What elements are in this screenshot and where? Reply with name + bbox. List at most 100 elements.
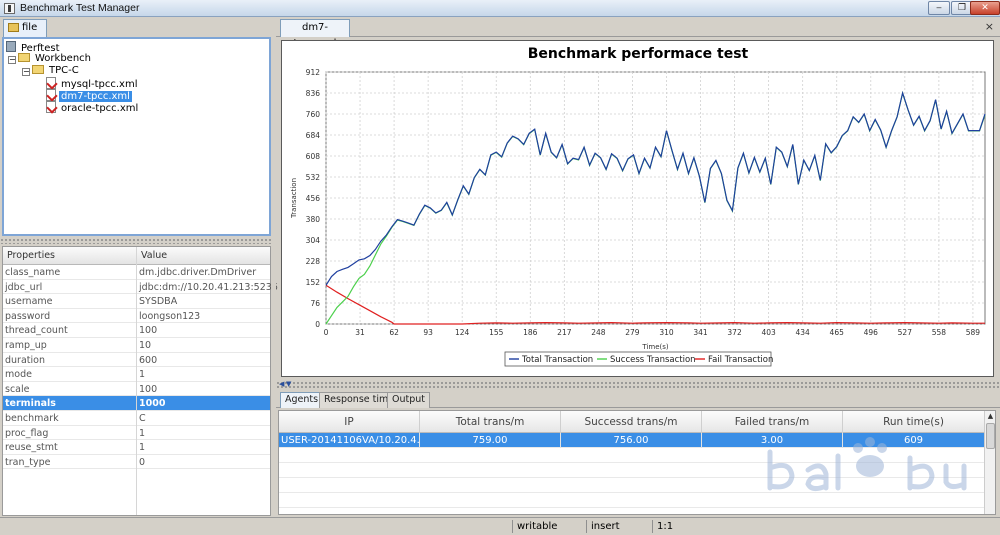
folder-icon (8, 23, 19, 32)
property-value: 100 (139, 325, 158, 337)
cell-runtime: 609 (843, 433, 985, 448)
empty-row (279, 448, 985, 463)
property-key: jdbc_url (5, 281, 43, 293)
x-tick-label: 310 (659, 328, 674, 337)
properties-col-header[interactable]: Properties (7, 250, 56, 261)
collapse-toggle-icon[interactable]: − (22, 67, 30, 76)
property-key: username (5, 296, 53, 308)
legend-box (504, 351, 772, 367)
property-value: 0 (139, 456, 146, 468)
property-value: 1 (139, 427, 146, 439)
col-runtime[interactable]: Run time(s) (843, 411, 985, 433)
col-failed[interactable]: Failed trans/m (702, 411, 843, 433)
property-value: jdbc:dm://10.20.41.213:5236 (139, 281, 278, 293)
folder-icon (18, 53, 30, 62)
property-value: 100 (139, 383, 158, 395)
x-tick-label: 403 (761, 328, 776, 337)
x-tick-label: 465 (830, 328, 845, 337)
vertical-splitter[interactable] (272, 17, 276, 517)
y-tick-label: 912 (306, 68, 321, 77)
y-tick-label: 608 (306, 152, 321, 161)
property-value: dm.jdbc.driver.DmDriver (139, 267, 257, 278)
x-tick-label: 558 (932, 328, 947, 337)
tree-file-dm7[interactable]: dm7-tpcc.xml (46, 89, 132, 102)
value-col-header[interactable]: Value (141, 250, 168, 261)
x-tick-label: 31 (355, 328, 365, 337)
tree-node-tpcc[interactable]: TPC-C (32, 65, 81, 77)
x-tick-label: 372 (727, 328, 742, 337)
collapse-left-icon[interactable]: ◀ (279, 380, 285, 388)
y-tick-label: 836 (306, 89, 321, 98)
x-axis-label: Time(s) (641, 343, 669, 351)
cell-ip: USER-20141106VA/10.20.4... (281, 433, 420, 448)
minimize-button[interactable]: ‒ (928, 1, 950, 15)
property-key: password (5, 310, 51, 322)
collapse-down-icon[interactable]: ▼ (286, 380, 292, 388)
x-tick-label: 341 (693, 328, 708, 337)
property-key: thread_count (5, 325, 68, 337)
tree-file-oracle[interactable]: oracle-tpcc.xml (46, 101, 140, 114)
tree-file-label: dm7-tpcc.xml (59, 91, 132, 102)
legend-entry: Fail Transaction (708, 355, 773, 365)
close-window-button[interactable]: ✕ (970, 1, 1000, 15)
property-value: 1 (139, 442, 146, 454)
tab-agents[interactable]: Agents (280, 392, 324, 408)
empty-row (279, 463, 985, 478)
y-tick-label: 760 (306, 110, 321, 119)
y-axis-label: Transaction (290, 178, 298, 219)
property-value: C (139, 413, 146, 424)
agents-table: IP Total trans/m Successd trans/m Failed… (278, 410, 996, 515)
x-tick-label: 124 (455, 328, 470, 337)
collapse-toggle-icon[interactable]: − (8, 55, 16, 64)
tab-dm7-tpcc[interactable]: dm7-tpcc.xml (280, 19, 350, 49)
series-line-fail-transaction (325, 284, 985, 325)
x-tick-label: 186 (523, 328, 538, 337)
xml-file-icon (46, 101, 56, 113)
tree-root-label: Perftest (21, 43, 60, 54)
property-value: 1 (139, 369, 146, 381)
window-title: Benchmark Test Manager (20, 2, 140, 14)
property-key: tran_type (5, 456, 51, 468)
x-tick-label: 589 (966, 328, 981, 337)
property-value: SYSDBA (139, 296, 178, 308)
close-tab-icon[interactable]: × (984, 20, 994, 33)
property-key: class_name (5, 267, 61, 278)
tab-output[interactable]: Output (387, 392, 430, 408)
property-key: benchmark (5, 413, 59, 424)
chart-title: Benchmark performace test (528, 46, 749, 62)
xml-file-icon (46, 89, 56, 101)
agents-header: IP Total trans/m Successd trans/m Failed… (279, 411, 985, 433)
y-tick-label: 532 (306, 173, 321, 182)
table-row[interactable]: USER-20141106VA/10.20.4... 759.00 756.00… (279, 433, 985, 448)
x-tick-label: 279 (625, 328, 640, 337)
column-divider (136, 247, 137, 515)
x-tick-label: 93 (423, 328, 433, 337)
xml-file-icon (46, 77, 56, 89)
scroll-up-icon[interactable]: ▲ (987, 412, 994, 420)
property-key: reuse_stmt (5, 442, 58, 454)
tree-file-mysql[interactable]: mysql-tpcc.xml (46, 77, 139, 90)
col-total[interactable]: Total trans/m (420, 411, 561, 433)
horizontal-splitter[interactable] (0, 238, 272, 244)
col-ip[interactable]: IP (279, 411, 420, 433)
status-insert: insert (586, 520, 620, 533)
y-tick-label: 684 (306, 131, 321, 140)
tree-group-label: TPC-C (49, 65, 79, 76)
tree-file-label: mysql-tpcc.xml (61, 79, 138, 90)
y-tick-label: 304 (306, 236, 321, 245)
tree-root[interactable]: Perftest (6, 41, 62, 54)
x-tick-label: 527 (898, 328, 913, 337)
panel-collapse-bar[interactable]: ◀ ▼ (276, 381, 1000, 389)
property-key: scale (5, 383, 30, 395)
y-tick-label: 380 (306, 215, 321, 224)
properties-table: Properties Value class_name dm.jdbc.drive… (2, 246, 278, 516)
tree-node-workbench[interactable]: Workbench (18, 53, 93, 65)
tab-file[interactable]: file (3, 19, 47, 37)
x-tick-label: 434 (796, 328, 811, 337)
vertical-scrollbar[interactable]: ▲ (984, 411, 995, 514)
document-tab-strip: dm7-tpcc.xml × (276, 17, 1000, 49)
file-tree: Perftest − Workbench − TPC-C mysql-tpcc.… (2, 37, 271, 236)
col-success[interactable]: Successd trans/m (561, 411, 702, 433)
x-tick-label: 62 (389, 328, 399, 337)
scroll-thumb[interactable] (986, 423, 995, 449)
